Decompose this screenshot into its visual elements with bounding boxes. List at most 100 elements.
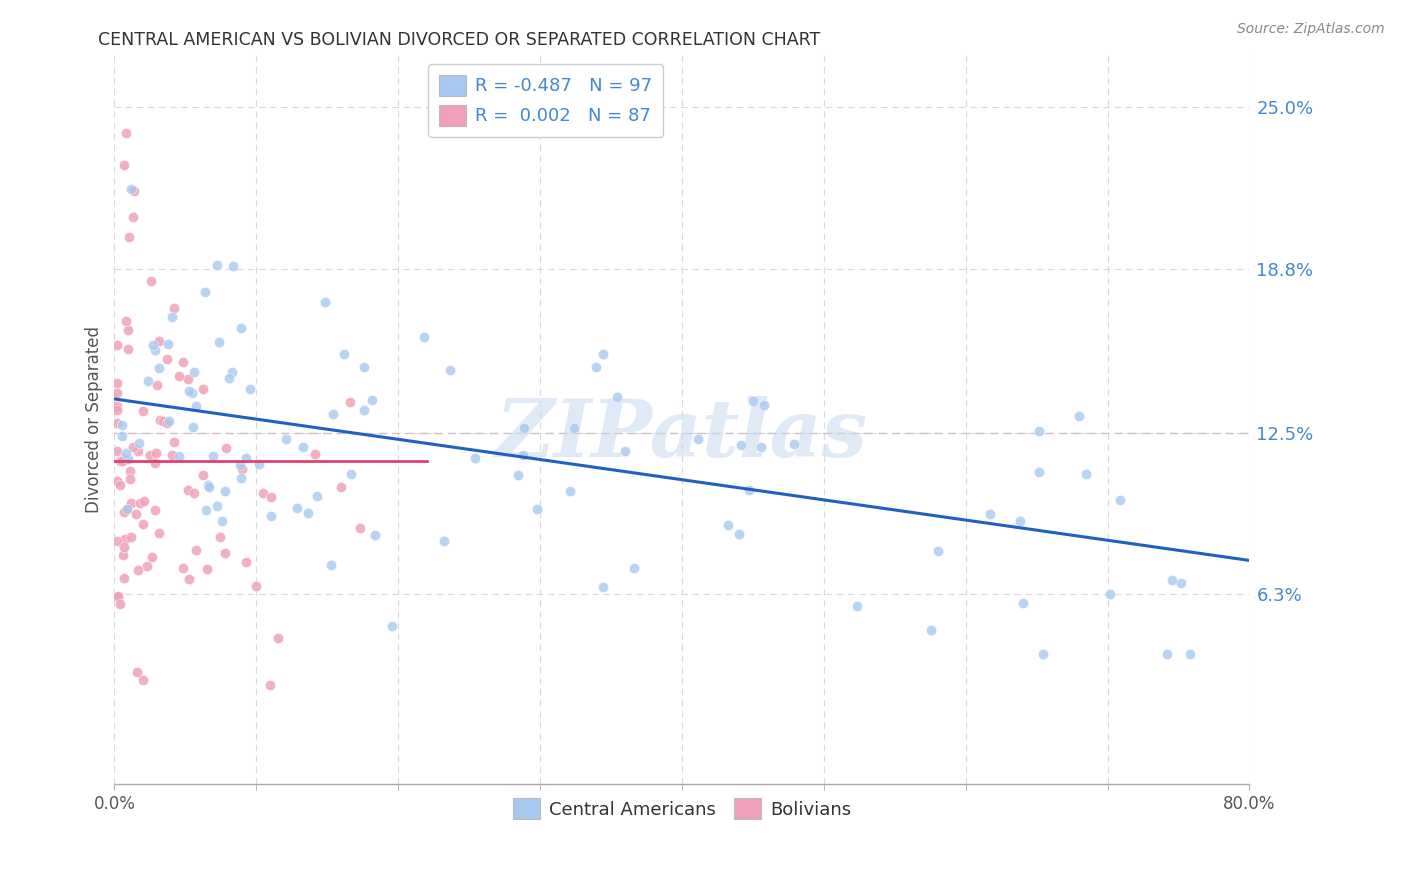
Point [526,502,548,516]
Point [105,386,128,401]
Point [193,468,215,483]
Point [149,413,172,427]
Point [274,432,297,446]
Point [105,475,128,489]
Text: CENTRAL AMERICAN VS BOLIVIAN DIVORCED OR SEPARATED CORRELATION CHART: CENTRAL AMERICAN VS BOLIVIAN DIVORCED OR… [98,31,821,49]
Point [157,414,180,428]
Point [738,483,761,497]
Point [156,352,179,367]
Point [1069,409,1091,424]
Point [183,365,205,379]
Point [195,562,218,576]
Point [512,421,534,435]
Point [107,589,129,603]
Point [114,533,136,547]
Point [439,363,461,377]
Point [194,503,217,517]
Point [927,544,949,558]
Point [464,450,486,465]
Point [112,157,135,171]
Point [128,496,150,510]
Point [353,360,375,375]
Point [329,480,352,494]
Point [110,429,132,443]
Point [333,347,356,361]
Point [208,530,231,544]
Point [1178,647,1201,661]
Point [201,449,224,463]
Point [1028,465,1050,479]
Point [194,285,217,300]
Point [132,404,155,418]
Point [115,502,138,516]
Point [125,507,148,521]
Point [143,343,166,358]
Point [112,549,135,563]
Point [728,527,751,541]
Point [259,678,281,692]
Point [186,543,208,558]
Point [413,330,436,344]
Point [741,394,763,409]
Point [138,449,160,463]
Point [181,419,204,434]
Point [267,631,290,645]
Point [172,560,194,574]
Point [160,448,183,462]
Point [285,501,308,516]
Point [142,338,165,352]
Point [105,444,128,458]
Point [208,334,231,349]
Point [314,294,336,309]
Point [112,505,135,519]
Legend: Central Americans, Bolivians: Central Americans, Bolivians [506,791,858,827]
Point [688,432,710,446]
Point [1074,467,1097,481]
Point [152,414,174,428]
Point [381,618,404,632]
Point [167,449,190,463]
Point [120,182,142,196]
Point [120,472,142,486]
Point [564,421,586,435]
Point [136,558,159,573]
Point [121,210,143,224]
Point [163,434,186,449]
Point [120,530,142,544]
Point [247,457,270,471]
Point [214,546,236,560]
Point [585,360,607,375]
Point [105,338,128,352]
Point [156,337,179,351]
Point [1028,424,1050,438]
Point [143,502,166,516]
Point [177,572,200,586]
Point [592,347,614,361]
Point [127,563,149,577]
Point [259,509,281,524]
Point [148,526,170,541]
Point [222,259,245,273]
Point [214,484,236,499]
Point [124,184,146,198]
Text: ZIPatlas: ZIPatlas [496,396,868,473]
Point [117,451,139,466]
Point [177,483,200,497]
Point [304,447,326,461]
Point [214,441,236,455]
Point [156,416,179,430]
Point [979,507,1001,521]
Point [730,438,752,452]
Point [205,258,228,272]
Point [1032,647,1054,661]
Point [181,386,204,401]
Point [121,440,143,454]
Point [105,416,128,430]
Point [231,461,253,475]
Point [319,558,342,572]
Point [339,395,361,409]
Point [115,501,138,516]
Point [211,514,233,528]
Point [105,403,128,417]
Point [145,378,167,392]
